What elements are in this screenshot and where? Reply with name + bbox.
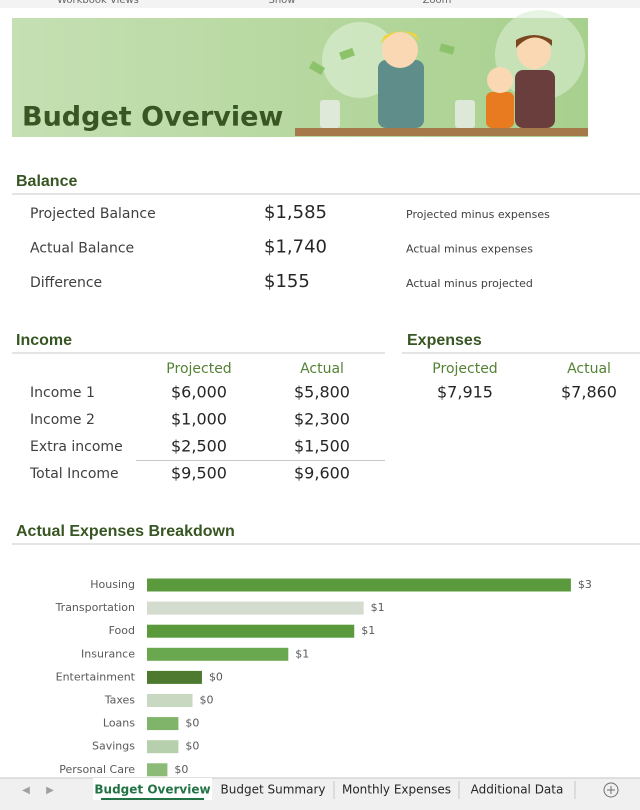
sheet-tab[interactable]: Monthly Expenses (342, 783, 451, 797)
category-label: Taxes (104, 694, 136, 707)
value-label: $1 (361, 624, 375, 637)
bar (147, 670, 202, 684)
sheet-tab[interactable]: Budget Summary (221, 783, 326, 797)
category-label: Savings (92, 740, 135, 753)
bar (147, 647, 289, 661)
income-label: Total Income (29, 466, 119, 482)
banner: Budget Overview (12, 10, 588, 137)
column-header: Actual (567, 361, 611, 377)
category-label: Insurance (81, 647, 135, 660)
income-projected: $2,500 (171, 437, 227, 456)
bar (147, 740, 179, 754)
category-label: Transportation (55, 601, 135, 614)
balance-note: Actual minus expenses (406, 243, 533, 256)
value-label: $0 (185, 717, 199, 730)
column-header: Projected (432, 361, 497, 377)
bar (147, 763, 168, 777)
category-label: Loans (103, 717, 135, 730)
section-heading: Balance (16, 173, 77, 190)
value-label: $0 (174, 763, 188, 776)
balance-label: Difference (30, 275, 102, 291)
income-actual: $1,500 (294, 437, 350, 456)
active-tab[interactable] (93, 778, 212, 800)
category-label: Housing (90, 578, 135, 591)
bar (147, 578, 571, 592)
expenses-value: $7,860 (561, 383, 617, 402)
column-header: Projected (166, 361, 231, 377)
section-heading: Actual Expenses Breakdown (16, 523, 235, 540)
balance-value: $155 (264, 271, 310, 292)
balance-label: Projected Balance (30, 206, 156, 222)
value-label: $3 (578, 578, 592, 591)
category-label: Personal Care (59, 763, 135, 776)
scroll-left[interactable]: ◀ (22, 785, 30, 796)
income-projected: $9,500 (171, 464, 227, 483)
balance-note: Projected minus expenses (406, 208, 550, 221)
bar (147, 601, 364, 615)
banner-title: Budget Overview (22, 102, 283, 133)
category-label: Entertainment (56, 670, 136, 683)
category-label: Food (109, 624, 135, 637)
value-label: $1 (295, 647, 309, 660)
balance-value: $1,585 (264, 202, 327, 223)
sheet-tab[interactable]: Budget Overview (94, 783, 210, 797)
column-header: Actual (300, 361, 344, 377)
income-projected: $6,000 (171, 383, 227, 402)
bar (147, 717, 179, 731)
ribbon-group-label: Workbook Views (57, 0, 139, 6)
add-sheet-button[interactable] (603, 782, 619, 798)
income-actual: $9,600 (294, 464, 350, 483)
section-heading: Income (16, 332, 72, 349)
expenses-value: $7,915 (437, 383, 493, 402)
bar (147, 624, 355, 638)
balance-label: Actual Balance (30, 241, 134, 257)
ribbon (0, 0, 640, 8)
scroll-right[interactable]: ▶ (46, 785, 54, 796)
sheet-tab[interactable]: Additional Data (471, 783, 564, 797)
income-label: Income 2 (30, 412, 95, 428)
balance-note: Actual minus projected (406, 277, 533, 290)
income-actual: $5,800 (294, 383, 350, 402)
bar (147, 694, 193, 707)
income-label: Extra income (30, 439, 123, 455)
value-label: $0 (200, 694, 214, 707)
value-label: $0 (185, 740, 199, 753)
income-projected: $1,000 (171, 410, 227, 429)
balance-value: $1,740 (264, 237, 327, 258)
ribbon-group-label: Show (269, 0, 296, 6)
add-sheet-icon (607, 786, 615, 794)
income-label: Income 1 (30, 385, 95, 401)
income-actual: $2,300 (294, 410, 350, 429)
value-label: $0 (209, 670, 223, 683)
ribbon-group-label: Zoom (423, 0, 452, 6)
section-heading: Expenses (407, 332, 482, 349)
value-label: $1 (371, 601, 385, 614)
